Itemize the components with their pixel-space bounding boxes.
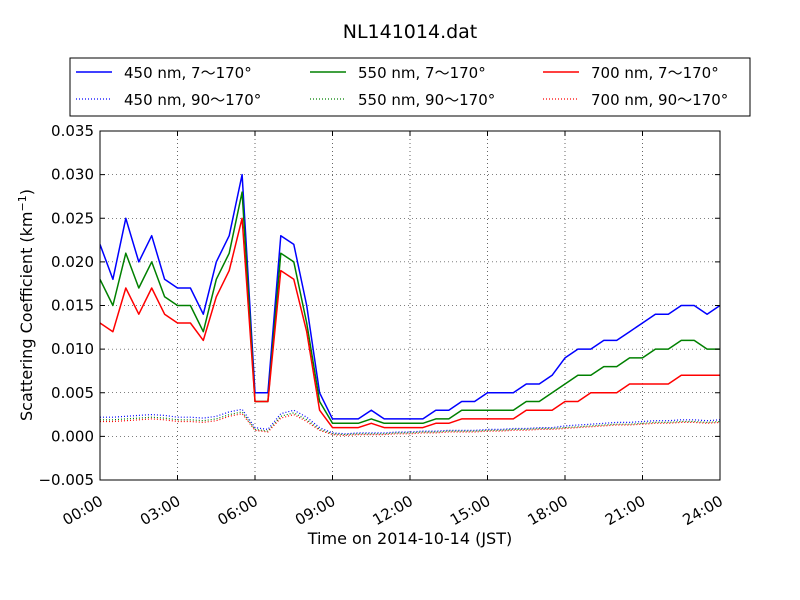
y-axis-label-end: ) [17,189,36,195]
legend-label-1: 450 nm, 90～170° [124,91,261,109]
series-line-0 [100,173,720,420]
legend-label-5: 700 nm, 90～170° [591,91,728,109]
y-tick-label: 0.015 [51,297,94,315]
legend: 450 nm, 7～170° 550 nm, 7～170° 700 nm, 7～17… [69,57,751,117]
x-axis-label: Time on 2014-10-14 (JST) [307,529,512,548]
y-axis-label-main: Scattering Coefficient (km [17,211,36,421]
series-line-3 [100,411,720,436]
series-line-2 [100,191,720,425]
chart-title: NL141014.dat [343,21,478,43]
y-axis-label-superscript: −1 [16,195,29,211]
y-tick-label: 0.035 [51,122,94,140]
legend-label-4: 700 nm, 7～170° [591,64,719,82]
legend-label-2: 550 nm, 7～170° [358,64,486,82]
legend-label-3: 550 nm, 90～170° [358,91,495,109]
legend-box [69,57,751,117]
y-axis-label: Scattering Coefficient (km−1) [16,189,36,421]
y-tick-label: 0.010 [51,340,94,358]
legend-label-0: 450 nm, 7～170° [124,64,252,82]
y-tick-label: 0.025 [51,209,94,227]
y-tick-label: −0.005 [38,471,94,489]
y-tick-label: 0.000 [51,427,94,445]
series-line-4 [100,217,720,429]
series-lines [100,173,720,437]
y-tick-label: 0.020 [51,253,94,271]
y-tick-label: 0.005 [51,384,94,402]
y-tick-label: 0.030 [51,166,94,184]
